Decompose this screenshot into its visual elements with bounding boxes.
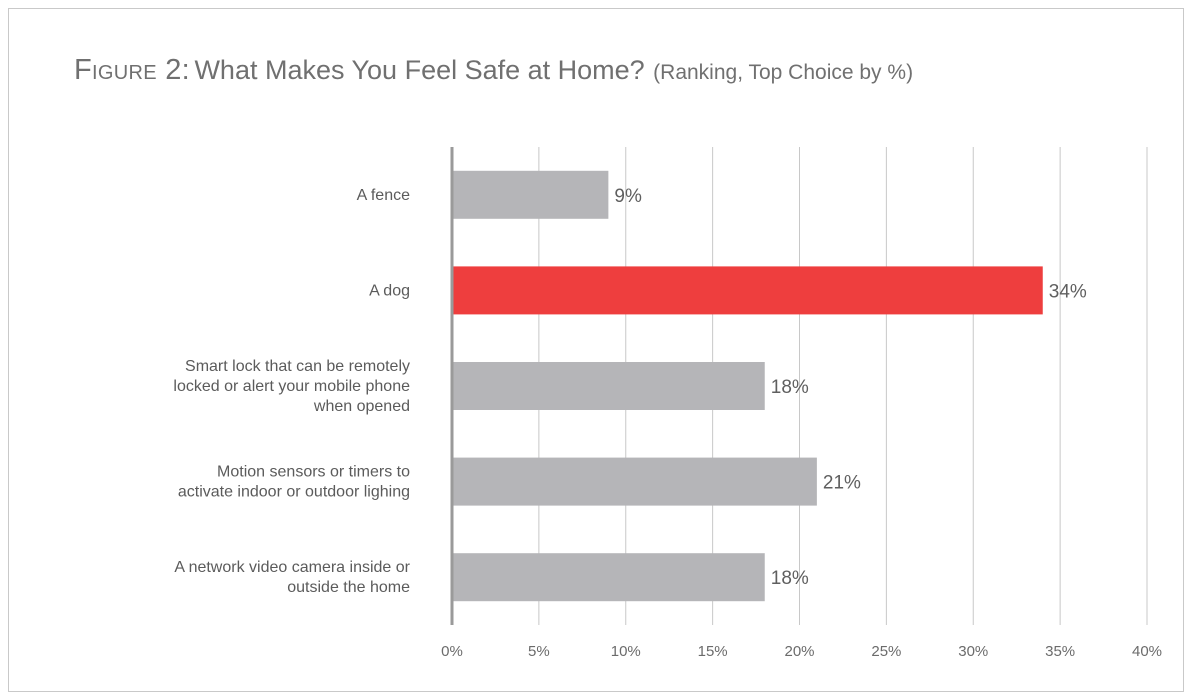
bar <box>452 457 817 506</box>
data-label: 9% <box>614 186 642 207</box>
data-label: 21% <box>823 473 861 494</box>
data-label: 18% <box>771 568 809 589</box>
category-labels: A fence A dog Smart lock that can be remot… <box>173 187 410 596</box>
x-tick-label: 15% <box>698 643 728 660</box>
bar <box>452 170 609 219</box>
x-tick-label: 10% <box>611 643 641 660</box>
category-label: A dog <box>369 282 410 299</box>
bar <box>452 553 765 602</box>
category-label: A network video camera inside or outside … <box>174 559 410 596</box>
x-tick-label: 40% <box>1132 643 1162 660</box>
x-tick-label: 20% <box>784 643 814 660</box>
category-label: Motion sensors or timers to activate indo… <box>178 464 410 501</box>
data-label: 18% <box>771 377 809 398</box>
x-tick-label: 25% <box>871 643 901 660</box>
x-tick-label: 0% <box>441 643 463 660</box>
chart-title: Figure 2: What Makes You Feel Safe at Ho… <box>74 54 913 87</box>
bar <box>452 362 765 410</box>
bar <box>452 266 1043 315</box>
x-tick-label: 30% <box>958 643 988 660</box>
x-tick-labels: 0% 5% 10% 15% 20% 25% 30% 35% 40% <box>441 643 1162 660</box>
title-subtitle: (Ranking, Top Choice by %) <box>653 61 914 84</box>
category-label: Smart lock that can be remotely locked or… <box>173 358 410 415</box>
x-tick-label: 5% <box>528 643 550 660</box>
title-main: What Makes You Feel Safe at Home? <box>194 55 645 85</box>
data-labels: 9% 34% 18% 21% 18% <box>614 186 1087 589</box>
bars <box>452 170 1043 602</box>
figure-number: Figure 2: <box>74 54 190 86</box>
x-tick-label: 35% <box>1045 643 1075 660</box>
category-label: A fence <box>357 187 410 204</box>
data-label: 34% <box>1049 281 1087 302</box>
